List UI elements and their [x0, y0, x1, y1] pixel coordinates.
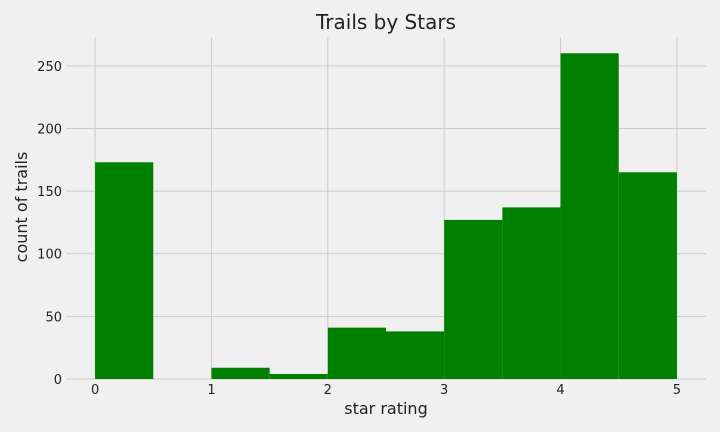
histogram-bar	[327, 327, 386, 379]
x-tick-label: 3	[440, 383, 448, 398]
histogram-bar	[618, 172, 677, 379]
x-tick-label: 4	[556, 383, 564, 398]
y-tick-labels: 0 50 100 150 200 250	[37, 60, 62, 388]
y-tick-label: 0	[54, 373, 62, 388]
y-tick-label: 250	[37, 60, 62, 75]
histogram-bar	[560, 53, 619, 380]
y-tick-label: 200	[37, 122, 62, 137]
x-tick-label: 1	[207, 383, 215, 398]
x-tick-label: 2	[324, 383, 332, 398]
x-axis-label: star rating	[344, 399, 427, 418]
y-tick-label: 100	[37, 248, 62, 263]
histogram-bar	[211, 367, 270, 379]
histogram-bar	[502, 207, 561, 379]
y-tick-label: 150	[37, 185, 62, 200]
histogram-bar	[95, 162, 154, 379]
y-tick-label: 50	[45, 310, 62, 325]
histogram-bar	[386, 331, 445, 379]
histogram-bars	[95, 53, 677, 380]
histogram-bar	[269, 373, 328, 379]
chart-title: Trails by Stars	[315, 10, 456, 34]
x-tick-label: 0	[91, 383, 99, 398]
x-tick-label: 5	[673, 383, 681, 398]
y-axis-label: count of trails	[12, 152, 31, 263]
histogram-bar	[444, 219, 503, 379]
x-tick-labels: 0 1 2 3 4 5	[91, 383, 681, 398]
